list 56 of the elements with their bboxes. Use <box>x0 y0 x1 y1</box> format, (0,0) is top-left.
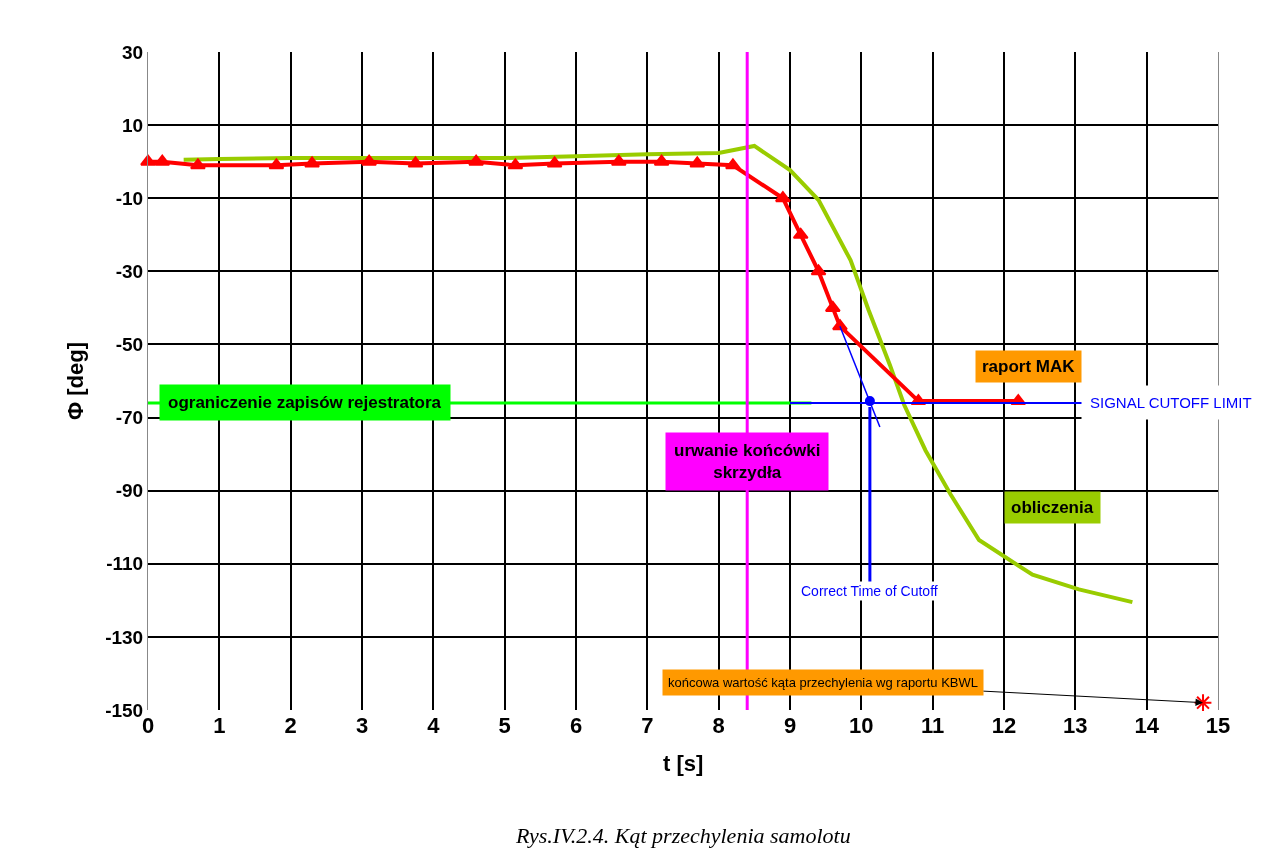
x-tick-label: 12 <box>991 713 1017 738</box>
y-tick-label: -10 <box>115 187 144 209</box>
x-tick-label: 3 <box>355 713 369 738</box>
point <box>190 158 206 170</box>
point <box>653 154 670 166</box>
y-tick-label: -50 <box>115 334 144 356</box>
x-tick-label: 4 <box>427 713 441 738</box>
ref-line-label: urwanie końcówki skrzydła <box>674 441 821 483</box>
x-tick-label: 6 <box>569 713 583 738</box>
y-tick-label: 30 <box>122 41 144 63</box>
x-tick-label: 14 <box>1134 713 1160 738</box>
x-tick-label: 5 <box>498 713 511 738</box>
x-tick-label: 8 <box>712 713 725 738</box>
x-tick-label: 9 <box>783 713 797 738</box>
point <box>154 154 171 166</box>
point <box>361 154 378 166</box>
x-axis-title: t [s] <box>663 751 704 776</box>
point <box>792 227 809 239</box>
x-tick-label: 15 <box>1205 713 1231 738</box>
annotation: Correct Time of Cutoff <box>801 583 938 599</box>
x-tick-label: 10 <box>849 713 874 738</box>
point <box>1193 693 1213 713</box>
point <box>725 158 741 170</box>
x-tick-label: 7 <box>641 713 654 738</box>
point <box>824 300 841 312</box>
y-tick-label: -90 <box>115 480 144 502</box>
point <box>507 158 524 170</box>
annotation: końcowa wartość kąta przechylenia wg raportu KBWL <box>668 675 978 690</box>
x-tick-label: 13 <box>1063 713 1088 738</box>
text: obliczenia <box>1011 498 1094 517</box>
x-tick-label: 0 <box>141 713 155 738</box>
point <box>610 154 627 166</box>
point <box>689 156 706 168</box>
point <box>268 158 285 170</box>
x-tick-label: 2 <box>284 713 297 738</box>
ref-line-label: SIGNAL CUTOFF LIMIT <box>1090 394 1252 411</box>
y-axis-title: Φ [deg] <box>62 342 88 420</box>
point <box>304 156 320 168</box>
y-tick-label: -130 <box>105 626 144 648</box>
y-tick-label: 10 <box>122 114 144 136</box>
point <box>832 319 848 331</box>
point <box>810 264 827 276</box>
y-tick-label: -150 <box>105 699 144 721</box>
point <box>774 191 791 203</box>
y-tick-label: -110 <box>106 553 144 575</box>
ref-line-label: ograniczenie zapisów rejestratora <box>168 393 442 412</box>
point <box>468 154 485 166</box>
text: Rys.IV.2.4. Kąt przechylenia samolotu <box>515 823 851 848</box>
point <box>140 154 156 166</box>
x-tick-label: 11 <box>921 713 945 738</box>
point <box>546 156 563 168</box>
y-tick-label: -30 <box>115 260 144 282</box>
x-tick-label: 1 <box>213 713 226 738</box>
y-tick-label: -70 <box>115 407 144 429</box>
point <box>407 156 424 168</box>
series-label: raport MAK <box>982 357 1076 376</box>
